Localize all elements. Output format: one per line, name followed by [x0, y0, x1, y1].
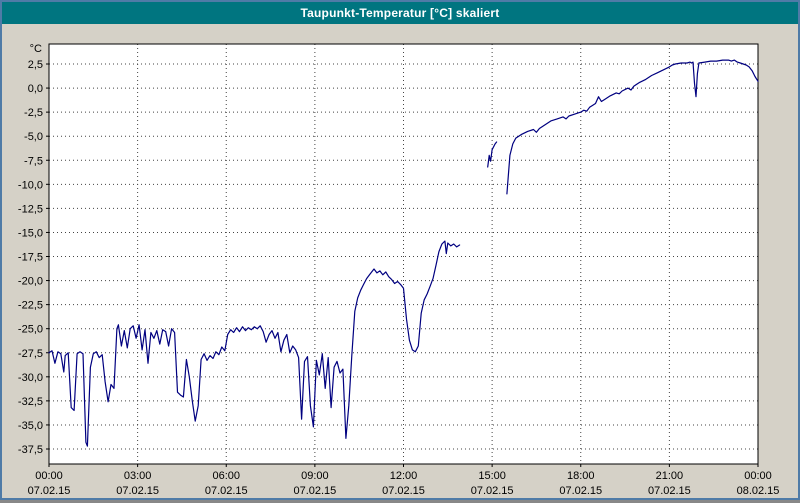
- x-tick-date: 07.02.15: [116, 485, 159, 497]
- x-tick-date: 07.02.15: [293, 485, 336, 497]
- y-tick-label: -20,0: [18, 276, 43, 288]
- dew-point-chart: 2,5 0,0 -2,5 -5,0 -7,5 -10,0 -12,5 -15,0 -17,5 -2…: [18, 43, 780, 497]
- y-tick-label: -37,5: [18, 444, 43, 456]
- x-tick-date: 08.02.15: [737, 485, 780, 497]
- y-tick-label: -32,5: [18, 396, 43, 408]
- x-tick-time: 00:00: [744, 470, 772, 482]
- x-tick-date: 07.02.15: [559, 485, 602, 497]
- axis-ticks: [46, 63, 759, 467]
- y-tick-label: -7,5: [24, 155, 43, 167]
- x-tick-time: 00:00: [35, 470, 63, 482]
- y-tick-label: -17,5: [18, 252, 43, 264]
- y-axis-labels: 2,5 0,0 -2,5 -5,0 -7,5 -10,0 -12,5 -15,0 -17,5 -2…: [18, 59, 43, 456]
- series-line-segment: [487, 141, 498, 168]
- x-tick-date: 07.02.15: [648, 485, 691, 497]
- y-tick-label: -35,0: [18, 420, 43, 432]
- y-tick-label: -2,5: [24, 107, 43, 119]
- x-axis-labels: 00:00 07.02.15 03:00 07.02.15 06:00 07.02.15 0…: [28, 470, 780, 497]
- x-tick-date: 07.02.15: [205, 485, 248, 497]
- x-tick-date: 07.02.15: [28, 485, 71, 497]
- y-tick-label: -15,0: [18, 227, 43, 239]
- y-tick-label: -27,5: [18, 348, 43, 360]
- y-tick-label: 0,0: [28, 83, 43, 95]
- y-tick-label: 2,5: [28, 59, 43, 71]
- title-bar[interactable]: Taupunkt-Temperatur [°C] skaliert: [2, 2, 798, 24]
- window-title: Taupunkt-Temperatur [°C] skaliert: [300, 6, 500, 20]
- x-tick-time: 18:00: [567, 470, 595, 482]
- y-tick-label: -5,0: [24, 131, 43, 143]
- x-tick-time: 06:00: [212, 470, 240, 482]
- plot-background: [49, 44, 758, 464]
- series-taupunkt-temperatur: [48, 59, 759, 447]
- series-line-segment: [506, 59, 759, 195]
- y-tick-label: -25,0: [18, 324, 43, 336]
- y-tick-label: -30,0: [18, 372, 43, 384]
- x-tick-time: 15:00: [478, 470, 506, 482]
- x-tick-date: 07.02.15: [471, 485, 514, 497]
- y-tick-label: -12,5: [18, 203, 43, 215]
- x-tick-time: 21:00: [656, 470, 684, 482]
- x-tick-time: 03:00: [124, 470, 152, 482]
- x-tick-date: 07.02.15: [382, 485, 425, 497]
- chart-area: 2,5 0,0 -2,5 -5,0 -7,5 -10,0 -12,5 -15,0 -17,5 -2…: [2, 24, 798, 498]
- x-tick-time: 12:00: [390, 470, 418, 482]
- y-axis-unit: °C: [30, 43, 42, 55]
- y-tick-label: -22,5: [18, 300, 43, 312]
- x-tick-time: 09:00: [301, 470, 329, 482]
- series-line-segment: [48, 240, 461, 447]
- y-tick-label: -10,0: [18, 179, 43, 191]
